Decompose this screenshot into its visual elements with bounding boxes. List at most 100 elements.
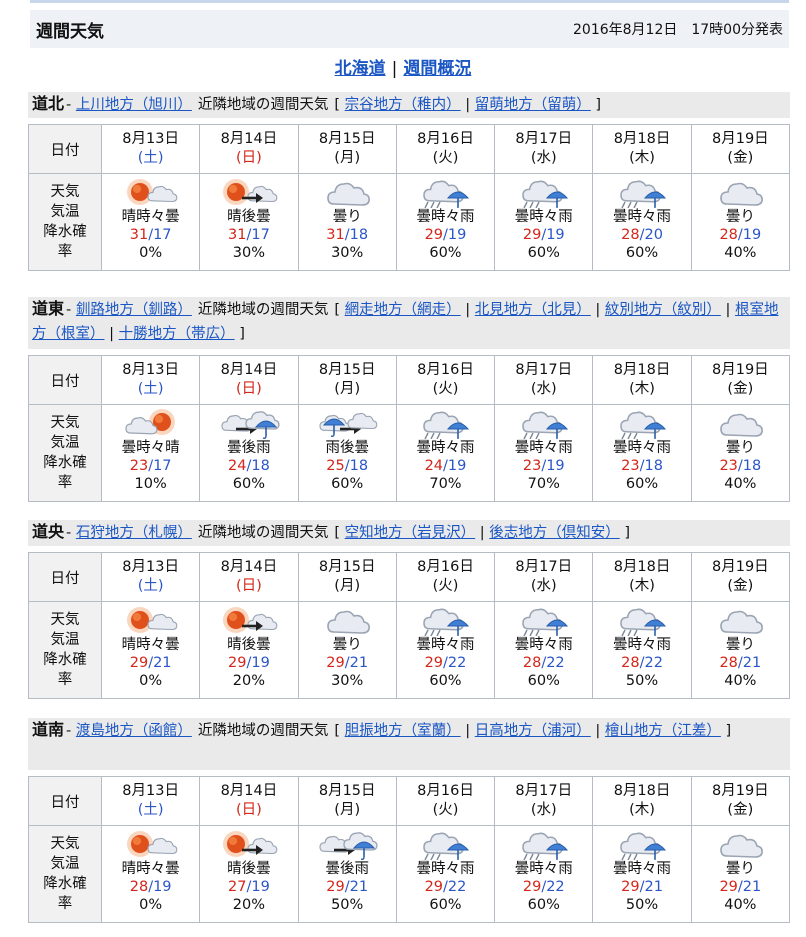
- precip-probability: 60%: [527, 673, 560, 689]
- precip-probability: 40%: [724, 897, 757, 913]
- nearby-region-link[interactable]: 紋別地方（紋別）: [604, 302, 721, 318]
- temp-high: 31: [228, 227, 247, 243]
- region-header-bar: 道央 - 石狩地方（札幌） 近隣地域の週間天気 [ 空知地方（岩見沢） | 後志地方（…: [28, 520, 790, 546]
- date-cell: 8月15日 (月): [297, 552, 397, 602]
- temperature: 24/19: [397, 457, 494, 475]
- forecast-cell: 曇時々雨 24/19 70%: [395, 404, 496, 502]
- day-of-week: (月): [334, 150, 361, 166]
- region-name: 道南: [32, 720, 65, 739]
- region-section: 道南 - 渡島地方（函館） 近隣地域の週間天気 [ 胆振地方（室蘭） | 日高地方（浦…: [28, 718, 791, 923]
- weather-text: 晴後曇: [227, 637, 271, 653]
- region-main-link[interactable]: 釧路地方（釧路）: [75, 302, 192, 318]
- sun-then-cloud-icon: [126, 179, 177, 205]
- forecast-cell: 晴時々曇 28/19 0%: [100, 825, 201, 923]
- forecast-cell: 曇り 29/21 40%: [690, 825, 791, 923]
- temperature: 27/19: [200, 878, 297, 896]
- hokkaido-link[interactable]: 北海道: [334, 59, 386, 79]
- nearby-region-link[interactable]: 十勝地方（帯広）: [118, 326, 235, 342]
- weather-text: 雨後曇: [325, 440, 369, 456]
- forecast-header-line: 天気: [50, 612, 80, 628]
- forecast-row: 天気 気温 降水確率晴時々曇 29/21 0% 晴後曇 29/19 20% 曇り 29/21 30%…: [28, 601, 791, 699]
- close-bracket: ]: [595, 97, 602, 113]
- temp-separator: /: [737, 655, 743, 671]
- date-header: 日付: [28, 355, 102, 405]
- nearby-region-link[interactable]: 日高地方（浦河）: [474, 723, 591, 739]
- temp-low: 18: [349, 227, 369, 243]
- precip-probability: 60%: [625, 245, 659, 261]
- region-main-link[interactable]: 石狩地方（札幌）: [75, 525, 192, 541]
- weekly-forecast-table: 日付 8月13日 (土) 8月14日 (日) 8月15日 (月) 8月16日 (火) 8月17日 (…: [28, 552, 791, 699]
- precip-probability: 0%: [139, 245, 163, 261]
- region-main-link[interactable]: 渡島地方（函館）: [75, 723, 192, 739]
- nearby-label: 近隣地域の週間天気: [197, 302, 329, 318]
- precip-probability: 10%: [134, 476, 167, 492]
- nearby-region-link[interactable]: 留萌地方（留萌）: [474, 97, 591, 113]
- temperature: 28/19: [692, 226, 789, 244]
- temp-high: 24: [424, 458, 444, 474]
- forecast-header-line: 率: [57, 244, 73, 260]
- date-text: 8月18日: [613, 783, 671, 799]
- temperature: 29/19: [495, 226, 592, 244]
- nearby-region-link[interactable]: 網走地方（網走）: [344, 302, 461, 318]
- temp-high: 29: [326, 655, 345, 671]
- temp-separator: /: [344, 227, 350, 243]
- date-text: 8月13日: [122, 559, 179, 575]
- temp-low: 19: [546, 227, 565, 243]
- day-of-week: (日): [236, 381, 262, 397]
- page-header: 週間天気 2016年8月12日 17時00分発表: [30, 10, 789, 48]
- forecast-header-line: 率: [57, 896, 73, 912]
- nearby-region-link[interactable]: 空知地方（岩見沢）: [344, 525, 476, 541]
- date-row: 日付 8月13日 (土) 8月14日 (日) 8月15日 (月) 8月16日 (火) 8月17日 (…: [28, 552, 791, 602]
- nearby-region-link[interactable]: 根室地方（根室）: [32, 302, 779, 342]
- temp-low: 22: [546, 655, 565, 671]
- link-separator: |: [595, 302, 601, 318]
- forecast-cell: 曇り 28/19 40%: [690, 173, 791, 271]
- cloud-icon: [327, 610, 371, 634]
- region-dash: -: [66, 302, 72, 318]
- nearby-region-link[interactable]: 胆振地方（室蘭）: [344, 723, 461, 739]
- precip-probability: 30%: [232, 245, 266, 261]
- weekly-overview-link[interactable]: 週間概況: [403, 59, 472, 79]
- temp-separator: /: [246, 655, 252, 671]
- date-cell: 8月14日 (日): [199, 124, 299, 174]
- day-of-week: (土): [137, 150, 164, 166]
- precip-probability: 70%: [429, 476, 462, 492]
- weekly-forecast-table: 日付 8月13日 (土) 8月14日 (日) 8月15日 (月) 8月16日 (火) 8月17日 (…: [28, 355, 791, 502]
- region-header-bar: 道北 - 上川地方（旭川） 近隣地域の週間天気 [ 宗谷地方（稚内） | 留萌地方（留…: [28, 92, 790, 118]
- date-text: 8月13日: [122, 131, 179, 147]
- date-cell: 8月17日 (水): [494, 776, 594, 826]
- cloud-icon: [327, 182, 371, 206]
- nearby-region-link[interactable]: 檜山地方（江差）: [604, 723, 721, 739]
- date-cell: 8月13日 (土): [100, 124, 201, 174]
- temperature: 29/21: [299, 654, 396, 672]
- forecast-cell: 曇時々雨 28/22 50%: [592, 601, 692, 699]
- date-cell: 8月16日 (火): [395, 776, 496, 826]
- region-main-link[interactable]: 上川地方（旭川）: [75, 97, 192, 113]
- link-separator: |: [465, 302, 471, 318]
- precip-probability: 50%: [625, 673, 659, 689]
- date-text: 8月14日: [220, 783, 278, 799]
- weather-text: 曇時々雨: [514, 440, 573, 456]
- nearby-region-link[interactable]: 北見地方（北見）: [474, 302, 591, 318]
- sun-then-cloud-icon: [126, 607, 177, 633]
- weather-text: 曇時々晴: [121, 440, 180, 456]
- forecast-header-line: 率: [57, 475, 73, 491]
- date-cell: 8月19日 (金): [690, 552, 791, 602]
- nearby-region-link[interactable]: 後志地方（倶知安）: [489, 525, 620, 541]
- temperature: 28/22: [495, 654, 592, 672]
- region-dash: -: [66, 97, 72, 113]
- date-text: 8月19日: [712, 783, 769, 799]
- temp-low: 21: [153, 655, 172, 671]
- temp-high: 31: [326, 227, 345, 243]
- cloud-icon: [720, 834, 764, 858]
- temp-separator: /: [148, 655, 154, 671]
- date-cell: 8月17日 (水): [494, 552, 594, 602]
- nearby-region-link[interactable]: 宗谷地方（稚内）: [344, 97, 461, 113]
- precip-probability: 50%: [625, 897, 659, 913]
- precip-probability: 0%: [139, 673, 163, 689]
- temp-low: 17: [153, 458, 172, 474]
- date-cell: 8月13日 (土): [100, 552, 201, 602]
- temp-low: 22: [644, 655, 663, 671]
- temp-high: 29: [424, 655, 444, 671]
- temp-high: 29: [522, 879, 542, 895]
